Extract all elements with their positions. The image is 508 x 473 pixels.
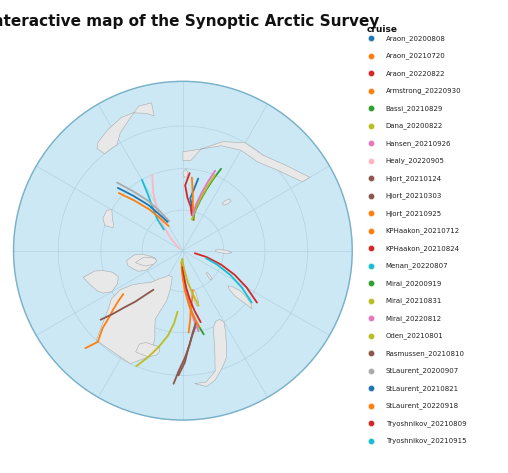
Text: Tryoshnikov_20210915: Tryoshnikov_20210915 [386,438,466,444]
Polygon shape [193,290,199,306]
Text: Oden_20210801: Oden_20210801 [386,333,443,339]
Text: Armstrong_20220930: Armstrong_20220930 [386,88,461,94]
Text: KPHaakon_20210824: KPHaakon_20210824 [386,245,460,252]
Polygon shape [183,169,188,177]
Text: StLaurent_20200907: StLaurent_20200907 [386,368,459,374]
Text: Hjort_20210124: Hjort_20210124 [386,175,442,182]
Polygon shape [103,210,114,228]
Polygon shape [136,342,160,357]
Text: Araon_20200808: Araon_20200808 [386,35,446,42]
Text: Mirai_20220812: Mirai_20220812 [386,315,442,322]
Polygon shape [215,249,232,254]
Text: Araon_20210720: Araon_20210720 [386,53,446,59]
Text: Interactive map of the Synoptic Arctic Survey: Interactive map of the Synoptic Arctic S… [0,14,379,29]
Polygon shape [83,271,118,293]
Text: Dana_20200822: Dana_20200822 [386,123,443,129]
Polygon shape [195,319,227,386]
Text: KPHaakon_20210712: KPHaakon_20210712 [386,228,460,234]
Text: StLaurent_20220918: StLaurent_20220918 [386,403,459,409]
Polygon shape [223,199,231,205]
Circle shape [14,81,352,420]
Polygon shape [206,272,212,280]
Text: Rasmussen_20210810: Rasmussen_20210810 [386,350,465,357]
Text: Mirai_20200919: Mirai_20200919 [386,280,442,287]
Polygon shape [126,254,156,272]
Text: Bassi_20210829: Bassi_20210829 [386,105,443,112]
Text: StLaurent_20210821: StLaurent_20210821 [386,385,459,392]
Text: Tryoshnikov_20210809: Tryoshnikov_20210809 [386,420,466,427]
Text: Araon_20220822: Araon_20220822 [386,70,445,77]
Polygon shape [97,275,172,364]
Text: Menan_20220807: Menan_20220807 [386,263,449,269]
Polygon shape [136,257,156,266]
Text: Hjort_20210303: Hjort_20210303 [386,193,442,199]
Polygon shape [97,103,154,154]
Text: Hansen_20210926: Hansen_20210926 [386,140,451,147]
Polygon shape [228,286,252,309]
Polygon shape [183,142,310,182]
Text: Mirai_20210831: Mirai_20210831 [386,298,442,304]
Text: cruise: cruise [367,26,398,35]
Text: Healy_20220905: Healy_20220905 [386,158,444,164]
Text: Hjort_20210925: Hjort_20210925 [386,210,442,217]
